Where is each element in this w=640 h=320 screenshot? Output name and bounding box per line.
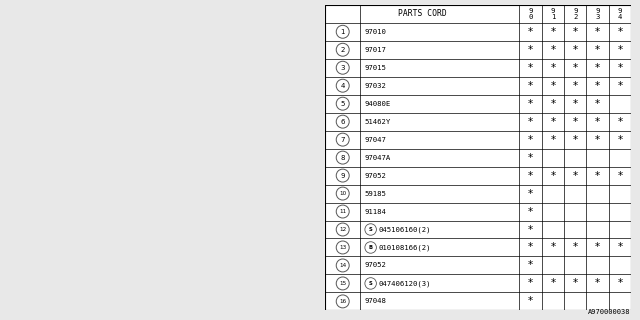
Text: 9
1: 9 1 <box>550 8 555 20</box>
Text: 5: 5 <box>340 101 345 107</box>
Text: 010108166(2): 010108166(2) <box>379 244 431 251</box>
Text: 7: 7 <box>340 137 345 143</box>
Text: *: * <box>618 135 623 145</box>
Text: 94080E: 94080E <box>365 101 391 107</box>
Text: *: * <box>528 206 533 217</box>
Text: *: * <box>550 99 556 109</box>
Text: 51462Y: 51462Y <box>365 119 391 125</box>
Text: *: * <box>618 117 623 127</box>
Text: *: * <box>573 171 578 180</box>
Text: *: * <box>595 171 600 180</box>
Text: 97015: 97015 <box>365 65 387 71</box>
Text: *: * <box>618 278 623 288</box>
Text: *: * <box>528 243 533 252</box>
Text: *: * <box>550 243 556 252</box>
Text: *: * <box>573 117 578 127</box>
Text: 4: 4 <box>340 83 345 89</box>
Text: *: * <box>618 27 623 37</box>
Text: *: * <box>595 27 600 37</box>
Text: *: * <box>573 45 578 55</box>
Text: *: * <box>573 81 578 91</box>
Text: *: * <box>573 278 578 288</box>
Text: 9
2: 9 2 <box>573 8 577 20</box>
Text: *: * <box>528 117 533 127</box>
Text: *: * <box>528 171 533 180</box>
Text: 15: 15 <box>339 281 346 286</box>
Text: *: * <box>573 63 578 73</box>
Text: 9
0: 9 0 <box>529 8 532 20</box>
Text: *: * <box>528 63 533 73</box>
Text: *: * <box>595 135 600 145</box>
Text: *: * <box>595 45 600 55</box>
Text: *: * <box>528 153 533 163</box>
Text: *: * <box>550 117 556 127</box>
Text: 045106160(2): 045106160(2) <box>379 226 431 233</box>
Text: 9: 9 <box>340 172 345 179</box>
Text: *: * <box>528 188 533 198</box>
Text: A970000038: A970000038 <box>588 309 630 315</box>
Text: 59185: 59185 <box>365 190 387 196</box>
Text: 6: 6 <box>340 119 345 125</box>
Text: *: * <box>595 243 600 252</box>
Text: S: S <box>369 227 372 232</box>
Text: 12: 12 <box>339 227 346 232</box>
Text: *: * <box>528 135 533 145</box>
Text: 97047: 97047 <box>365 137 387 143</box>
Text: *: * <box>550 45 556 55</box>
Text: *: * <box>618 63 623 73</box>
Text: *: * <box>550 171 556 180</box>
Text: *: * <box>528 260 533 270</box>
Text: 13: 13 <box>339 245 346 250</box>
Text: *: * <box>528 81 533 91</box>
Text: *: * <box>550 278 556 288</box>
Text: *: * <box>573 99 578 109</box>
Text: 2: 2 <box>340 47 345 53</box>
Text: *: * <box>550 27 556 37</box>
Text: PARTS CORD: PARTS CORD <box>398 9 447 18</box>
Text: 9
4: 9 4 <box>618 8 622 20</box>
Text: *: * <box>550 63 556 73</box>
Text: 10: 10 <box>339 191 346 196</box>
Text: 1: 1 <box>340 29 345 35</box>
Text: *: * <box>595 117 600 127</box>
Text: 11: 11 <box>339 209 346 214</box>
Text: *: * <box>573 27 578 37</box>
Text: *: * <box>618 171 623 180</box>
Text: 97048: 97048 <box>365 299 387 304</box>
Text: 97052: 97052 <box>365 262 387 268</box>
Text: *: * <box>528 225 533 235</box>
Text: 16: 16 <box>339 299 346 304</box>
Text: *: * <box>595 63 600 73</box>
Text: 97017: 97017 <box>365 47 387 53</box>
Text: 8: 8 <box>340 155 345 161</box>
Text: 047406120(3): 047406120(3) <box>379 280 431 287</box>
Text: *: * <box>573 243 578 252</box>
Text: 9
3: 9 3 <box>595 8 600 20</box>
Text: *: * <box>528 278 533 288</box>
Text: 97047A: 97047A <box>365 155 391 161</box>
Text: *: * <box>573 135 578 145</box>
Text: 97052: 97052 <box>365 172 387 179</box>
Text: 3: 3 <box>340 65 345 71</box>
Text: *: * <box>618 243 623 252</box>
Text: *: * <box>618 45 623 55</box>
Text: B: B <box>369 245 372 250</box>
Text: *: * <box>528 45 533 55</box>
Text: *: * <box>595 81 600 91</box>
Text: *: * <box>550 81 556 91</box>
Text: 91184: 91184 <box>365 209 387 214</box>
Text: *: * <box>550 135 556 145</box>
Text: *: * <box>528 27 533 37</box>
Text: *: * <box>618 81 623 91</box>
Text: *: * <box>528 296 533 307</box>
Text: *: * <box>528 99 533 109</box>
Text: S: S <box>369 281 372 286</box>
Text: *: * <box>595 278 600 288</box>
Text: *: * <box>595 99 600 109</box>
Text: 97010: 97010 <box>365 29 387 35</box>
Text: 14: 14 <box>339 263 346 268</box>
Text: 97032: 97032 <box>365 83 387 89</box>
